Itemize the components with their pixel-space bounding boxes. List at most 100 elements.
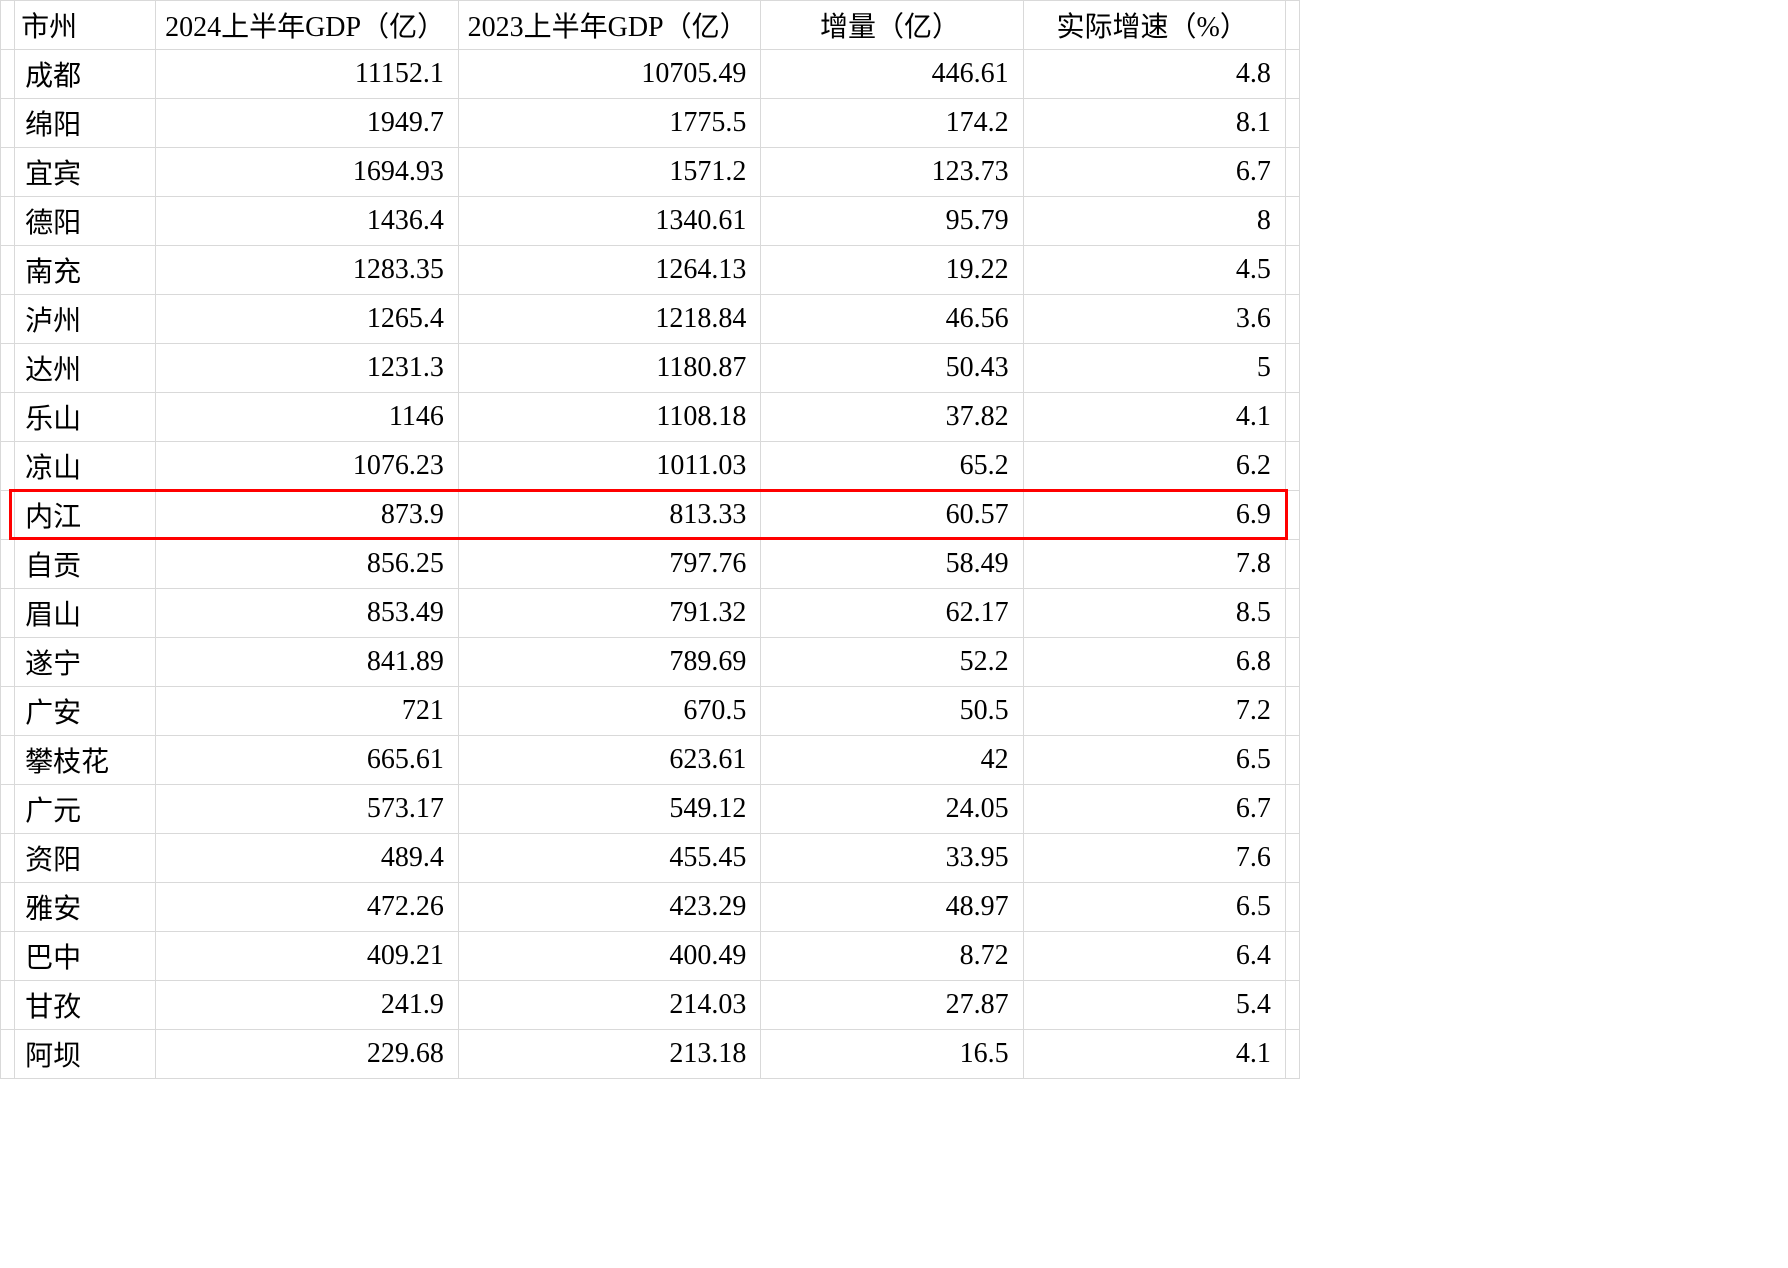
table-row: 阿坝229.68213.1816.54.1 xyxy=(1,1030,1300,1079)
edge-cell xyxy=(1,295,15,344)
cell-value: 3.6 xyxy=(1023,295,1285,344)
header-city: 市州 xyxy=(15,1,156,50)
edge-cell xyxy=(1,197,15,246)
cell-city: 遂宁 xyxy=(15,638,156,687)
cell-value: 8.5 xyxy=(1023,589,1285,638)
table-row: 眉山853.49791.3262.178.5 xyxy=(1,589,1300,638)
cell-value: 665.61 xyxy=(156,736,459,785)
cell-city: 南充 xyxy=(15,246,156,295)
edge-cell xyxy=(1285,540,1299,589)
cell-city: 雅安 xyxy=(15,883,156,932)
edge-cell xyxy=(1285,344,1299,393)
cell-city: 攀枝花 xyxy=(15,736,156,785)
edge-cell xyxy=(1285,981,1299,1030)
edge-cell xyxy=(1,344,15,393)
edge-cell xyxy=(1285,589,1299,638)
cell-value: 1218.84 xyxy=(458,295,761,344)
cell-city: 宜宾 xyxy=(15,148,156,197)
cell-city: 内江 xyxy=(15,491,156,540)
cell-value: 8 xyxy=(1023,197,1285,246)
cell-value: 16.5 xyxy=(761,1030,1023,1079)
cell-city: 凉山 xyxy=(15,442,156,491)
table-row: 资阳489.4455.4533.957.6 xyxy=(1,834,1300,883)
cell-value: 1340.61 xyxy=(458,197,761,246)
cell-value: 1571.2 xyxy=(458,148,761,197)
cell-value: 4.8 xyxy=(1023,50,1285,99)
edge-cell xyxy=(1,736,15,785)
cell-city: 成都 xyxy=(15,50,156,99)
cell-value: 174.2 xyxy=(761,99,1023,148)
cell-value: 1180.87 xyxy=(458,344,761,393)
edge-cell xyxy=(1285,50,1299,99)
table-row: 内江873.9813.3360.576.9 xyxy=(1,491,1300,540)
cell-value: 123.73 xyxy=(761,148,1023,197)
table-row: 广元573.17549.1224.056.7 xyxy=(1,785,1300,834)
edge-cell xyxy=(1,540,15,589)
cell-value: 4.1 xyxy=(1023,1030,1285,1079)
header-growth: 实际增速（%） xyxy=(1023,1,1285,50)
table-row: 达州1231.31180.8750.435 xyxy=(1,344,1300,393)
cell-value: 7.6 xyxy=(1023,834,1285,883)
cell-value: 229.68 xyxy=(156,1030,459,1079)
cell-value: 856.25 xyxy=(156,540,459,589)
edge-cell xyxy=(1,1030,15,1079)
cell-value: 241.9 xyxy=(156,981,459,1030)
cell-value: 623.61 xyxy=(458,736,761,785)
cell-value: 46.56 xyxy=(761,295,1023,344)
cell-value: 1076.23 xyxy=(156,442,459,491)
edge-cell xyxy=(1285,638,1299,687)
cell-value: 7.2 xyxy=(1023,687,1285,736)
cell-value: 58.49 xyxy=(761,540,1023,589)
cell-value: 670.5 xyxy=(458,687,761,736)
cell-value: 841.89 xyxy=(156,638,459,687)
cell-value: 42 xyxy=(761,736,1023,785)
table-row: 德阳1436.41340.6195.798 xyxy=(1,197,1300,246)
cell-city: 自贡 xyxy=(15,540,156,589)
cell-value: 1283.35 xyxy=(156,246,459,295)
edge-cell xyxy=(1285,834,1299,883)
edge-cell xyxy=(1,834,15,883)
cell-value: 1108.18 xyxy=(458,393,761,442)
cell-city: 甘孜 xyxy=(15,981,156,1030)
cell-value: 1775.5 xyxy=(458,99,761,148)
cell-value: 5 xyxy=(1023,344,1285,393)
table-row: 广安721670.550.57.2 xyxy=(1,687,1300,736)
cell-city: 广安 xyxy=(15,687,156,736)
cell-value: 1264.13 xyxy=(458,246,761,295)
edge-cell xyxy=(1,491,15,540)
cell-value: 1231.3 xyxy=(156,344,459,393)
edge-cell xyxy=(1,638,15,687)
table-row: 绵阳1949.71775.5174.28.1 xyxy=(1,99,1300,148)
edge-cell xyxy=(1,932,15,981)
edge-cell xyxy=(1,785,15,834)
cell-value: 50.43 xyxy=(761,344,1023,393)
cell-value: 8.72 xyxy=(761,932,1023,981)
cell-value: 791.32 xyxy=(458,589,761,638)
table-row: 凉山1076.231011.0365.26.2 xyxy=(1,442,1300,491)
cell-city: 眉山 xyxy=(15,589,156,638)
cell-value: 423.29 xyxy=(458,883,761,932)
cell-value: 573.17 xyxy=(156,785,459,834)
table-row: 成都11152.110705.49446.614.8 xyxy=(1,50,1300,99)
cell-value: 48.97 xyxy=(761,883,1023,932)
edge-cell xyxy=(1,99,15,148)
cell-value: 6.7 xyxy=(1023,148,1285,197)
cell-city: 阿坝 xyxy=(15,1030,156,1079)
cell-value: 455.45 xyxy=(458,834,761,883)
cell-value: 1436.4 xyxy=(156,197,459,246)
cell-city: 资阳 xyxy=(15,834,156,883)
spreadsheet-region: 市州 2024上半年GDP（亿） 2023上半年GDP（亿） 增量（亿） 实际增… xyxy=(0,0,1300,1079)
edge-cell xyxy=(1285,1030,1299,1079)
cell-city: 巴中 xyxy=(15,932,156,981)
cell-value: 213.18 xyxy=(458,1030,761,1079)
edge-cell xyxy=(1285,442,1299,491)
cell-value: 24.05 xyxy=(761,785,1023,834)
cell-value: 5.4 xyxy=(1023,981,1285,1030)
edge-cell xyxy=(1285,1,1299,50)
cell-value: 4.1 xyxy=(1023,393,1285,442)
cell-value: 11152.1 xyxy=(156,50,459,99)
edge-cell xyxy=(1,883,15,932)
cell-value: 214.03 xyxy=(458,981,761,1030)
edge-cell xyxy=(1285,393,1299,442)
cell-value: 446.61 xyxy=(761,50,1023,99)
